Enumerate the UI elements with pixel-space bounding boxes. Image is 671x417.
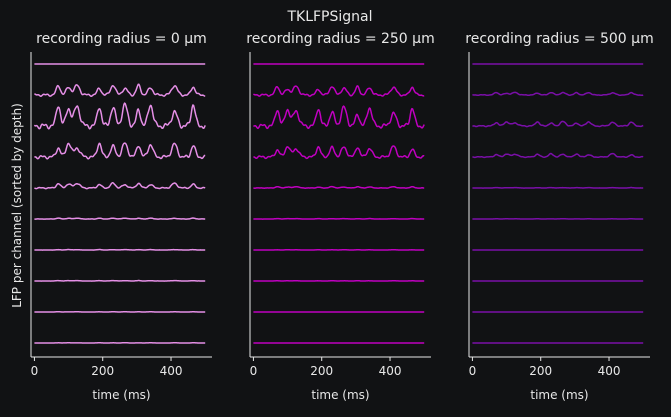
panel-0: recording radius = 0 µm 0 200 400 time (ms) L… (10, 31, 212, 402)
x-tick-label: 0 (469, 364, 477, 378)
channel-trace-4 (472, 188, 643, 189)
figure-title: TKLFPSignal (286, 9, 372, 25)
channel-trace-3 (253, 146, 424, 158)
x-tick-label: 0 (250, 364, 258, 378)
channel-trace-1 (253, 86, 424, 96)
x-tick-label: 400 (598, 364, 621, 378)
y-axis-label: LFP per channel (sorted by depth) (10, 103, 24, 308)
channel-trace-1 (472, 92, 643, 95)
channel-trace-2 (472, 121, 643, 126)
panel-2: recording radius = 500 µm 0 200 400 time (ms… (465, 31, 653, 402)
x-tick-label: 200 (310, 364, 333, 378)
channel-trace-6 (34, 250, 205, 251)
channel-trace-3 (34, 143, 205, 159)
x-tick-label: 200 (529, 364, 552, 378)
x-tick-label: 0 (31, 364, 39, 378)
x-axis-label: time (ms) (530, 388, 588, 402)
panel-title: recording radius = 500 µm (465, 31, 653, 47)
panel-title: recording radius = 0 µm (36, 31, 207, 47)
channel-trace-5 (253, 219, 424, 220)
panels: recording radius = 0 µm 0 200 400 time (ms) L… (10, 31, 654, 402)
x-tick-label: 200 (91, 364, 114, 378)
x-axis-label: time (ms) (311, 388, 369, 402)
x-axis-label: time (ms) (92, 388, 150, 402)
panel-1: recording radius = 250 µm 0 200 400 time (ms… (246, 31, 434, 402)
channel-trace-4 (34, 183, 205, 189)
channel-trace-5 (34, 218, 205, 219)
channel-trace-4 (253, 187, 424, 189)
channel-trace-2 (253, 106, 424, 128)
channel-trace-1 (34, 84, 205, 96)
channel-trace-2 (34, 103, 205, 129)
panel-title: recording radius = 250 µm (246, 31, 434, 47)
x-tick-label: 400 (379, 364, 402, 378)
channel-trace-3 (472, 154, 643, 158)
channel-trace-7 (34, 281, 205, 282)
x-tick-label: 400 (160, 364, 183, 378)
